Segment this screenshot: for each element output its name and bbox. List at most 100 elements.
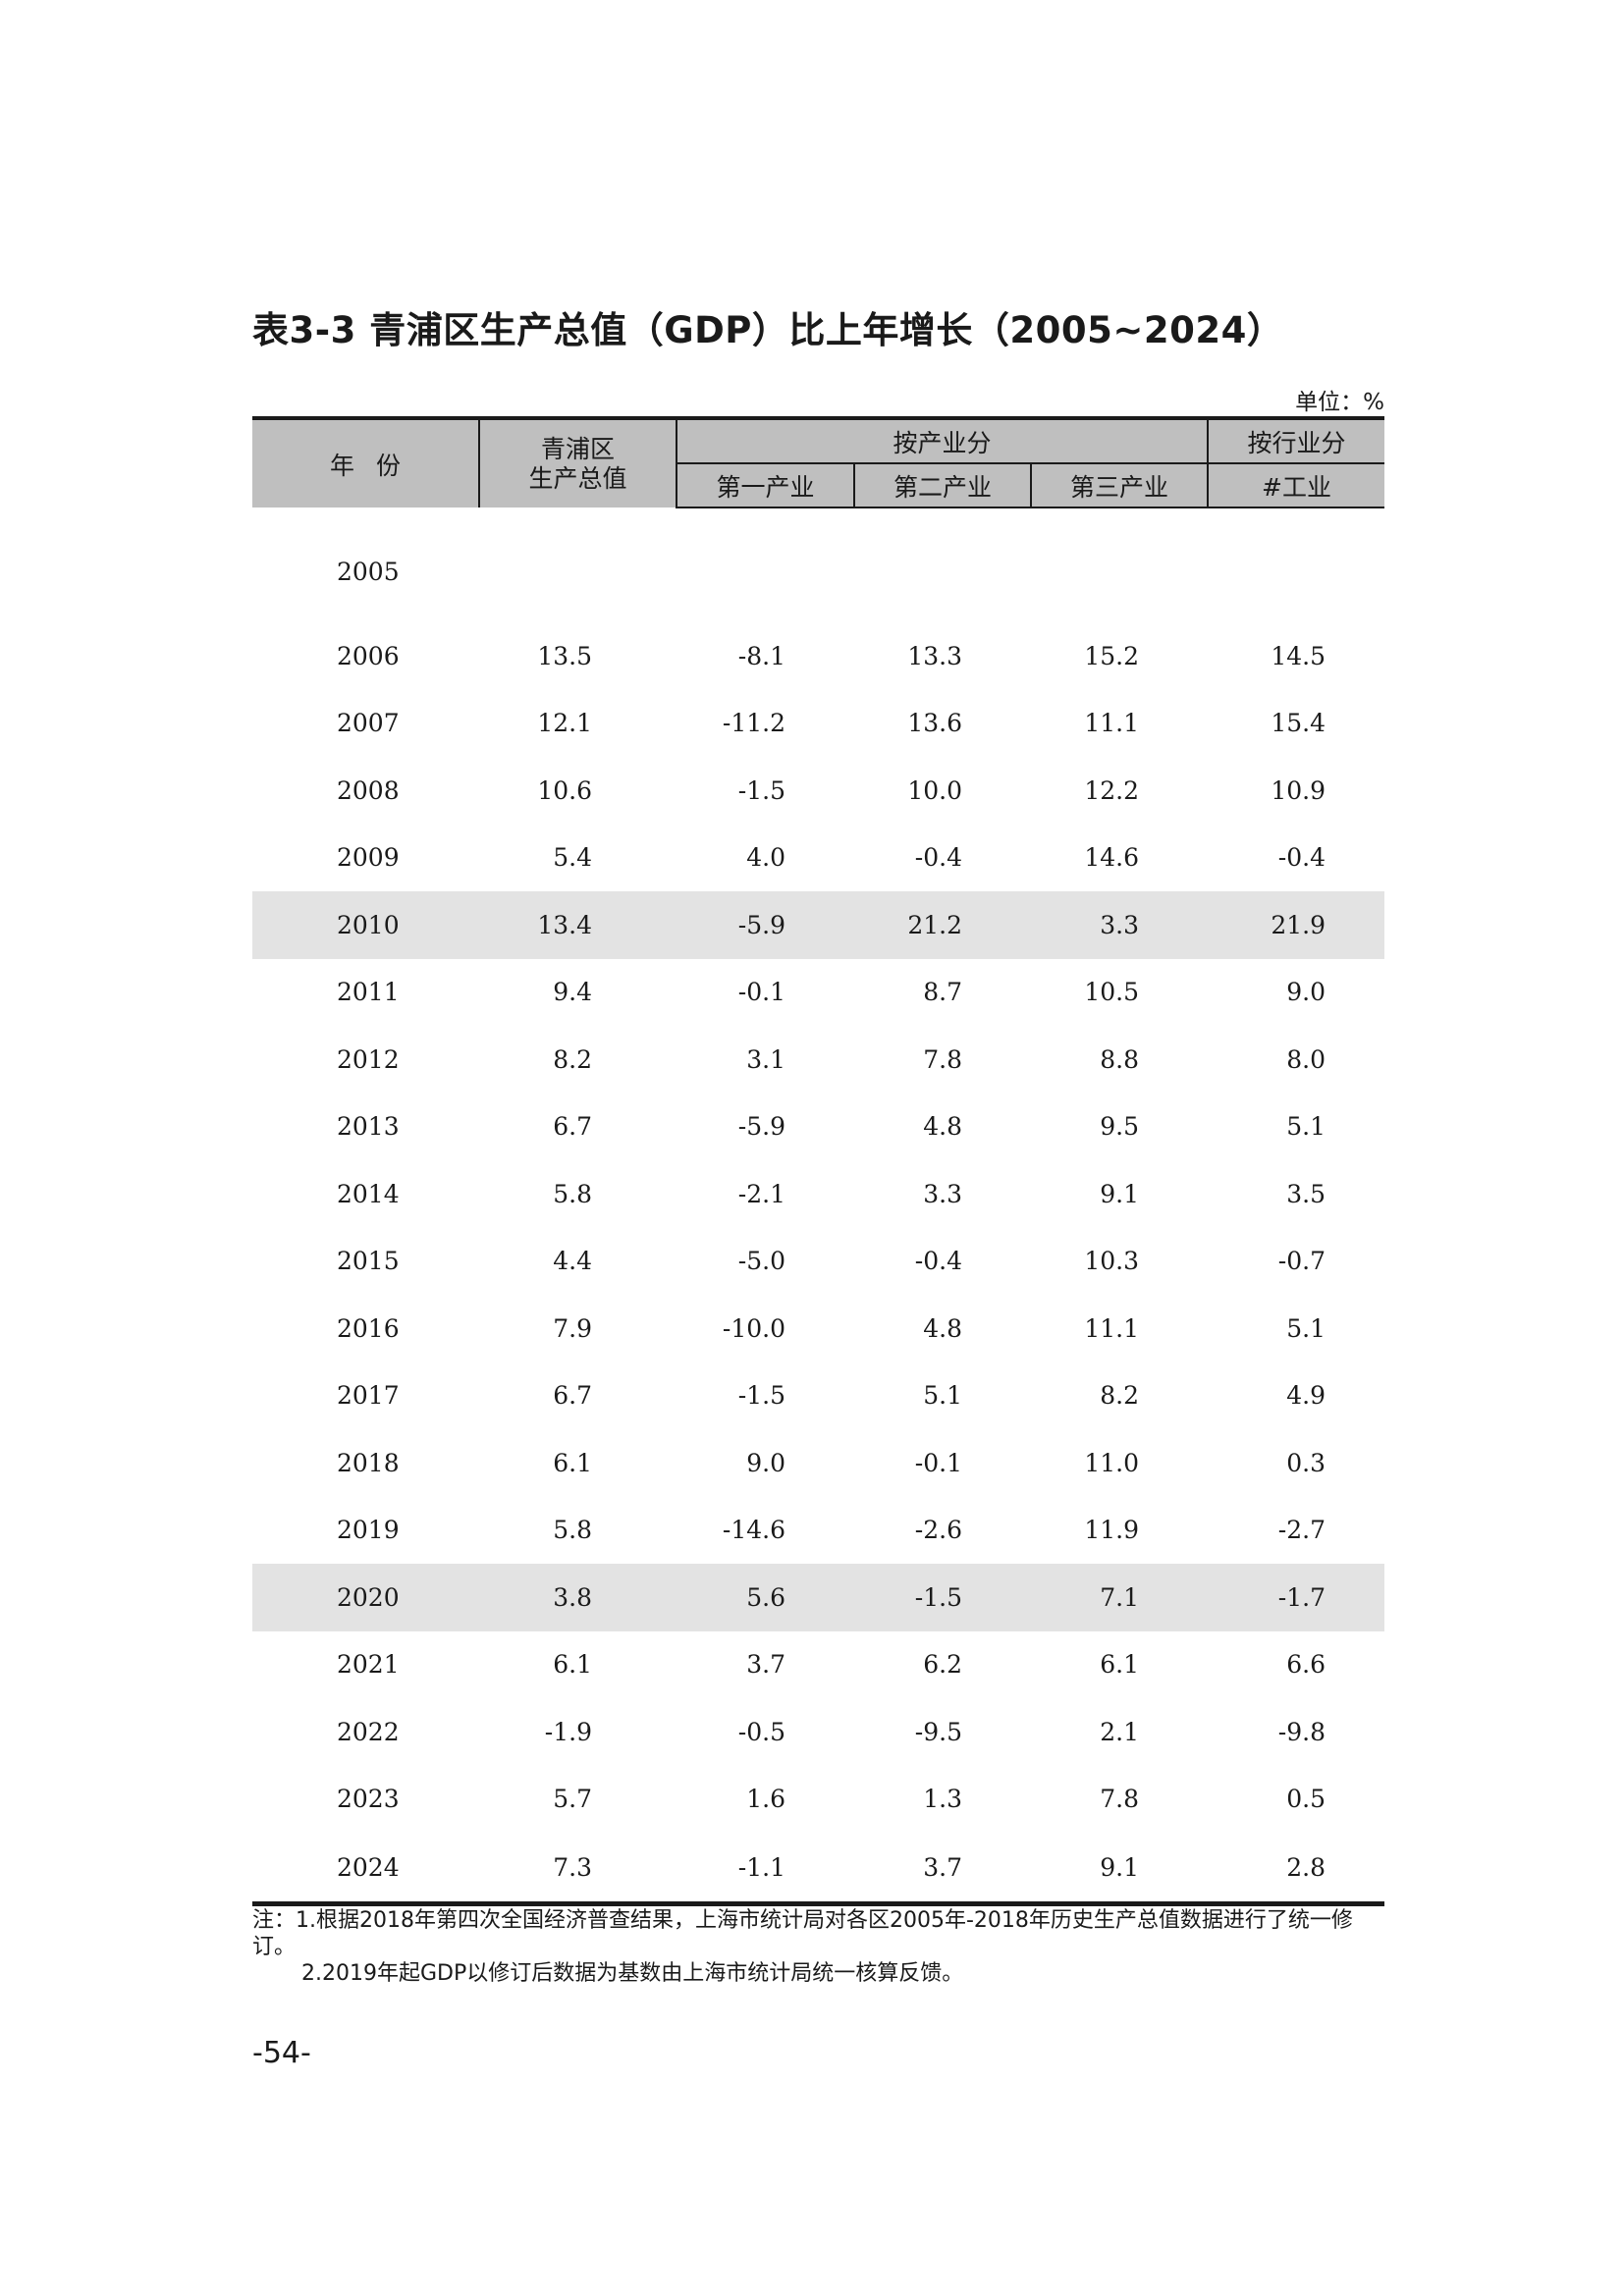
cell-secondary: 13.6 bbox=[907, 709, 962, 738]
cell-year: 2014 bbox=[337, 1179, 400, 1208]
unit-label: 单位：% bbox=[1295, 390, 1384, 415]
cell-gdp: 9.4 bbox=[553, 978, 592, 1007]
cell-gdp: 4.4 bbox=[553, 1247, 592, 1276]
cell-secondary: 5.1 bbox=[923, 1381, 962, 1411]
cell-secondary: 21.2 bbox=[854, 891, 1031, 959]
header-primary: 第一产业 bbox=[676, 463, 854, 508]
cell-industry: 3.5 bbox=[1286, 1179, 1326, 1208]
table-row: 2015 4.4 -5.0 -0.4 10.3 -0.7 bbox=[252, 1228, 1384, 1296]
cell-secondary: 3.7 bbox=[854, 1833, 1031, 1906]
cell-industry: -0.4 bbox=[1277, 843, 1326, 873]
header-by-industry: 按产业分 bbox=[675, 416, 1209, 464]
cell-tertiary: 7.1 bbox=[1031, 1564, 1209, 1631]
cell-gdp: 6.7 bbox=[553, 1112, 592, 1142]
cell-primary: -0.5 bbox=[737, 1717, 785, 1746]
cell-year: 2012 bbox=[337, 1044, 400, 1074]
cell-primary: 1.6 bbox=[746, 1785, 785, 1814]
header-secondary: 第二产业 bbox=[853, 463, 1031, 508]
cell-primary: -1.5 bbox=[737, 775, 785, 805]
cell-industry: 15.4 bbox=[1271, 709, 1326, 738]
cell-primary: -2.1 bbox=[737, 1179, 785, 1208]
cell-tertiary: 11.9 bbox=[1084, 1516, 1140, 1545]
table-row: 2008 10.6 -1.5 10.0 12.2 10.9 bbox=[252, 757, 1384, 825]
cell-primary: 3.7 bbox=[746, 1650, 785, 1680]
cell-secondary: -2.6 bbox=[914, 1516, 962, 1545]
cell-secondary: 6.2 bbox=[923, 1650, 962, 1680]
cell-tertiary: 15.2 bbox=[1084, 641, 1140, 670]
cell-industry: 10.9 bbox=[1271, 775, 1326, 805]
cell-tertiary: 8.8 bbox=[1100, 1044, 1140, 1074]
cell-primary: -5.9 bbox=[737, 1112, 785, 1142]
cell-industry: 5.1 bbox=[1286, 1313, 1326, 1343]
cell-primary: 4.0 bbox=[746, 843, 785, 873]
table-row: 2012 8.2 3.1 7.8 8.8 8.0 bbox=[252, 1026, 1384, 1094]
cell-gdp: 6.1 bbox=[553, 1650, 592, 1680]
cell-gdp: 5.7 bbox=[553, 1785, 592, 1814]
cell-secondary: 13.3 bbox=[907, 641, 962, 670]
cell-gdp: 3.8 bbox=[479, 1564, 677, 1631]
cell-industry: 2.8 bbox=[1208, 1833, 1385, 1906]
header-tertiary: 第三产业 bbox=[1029, 463, 1209, 508]
table-row: 2011 9.4 -0.1 8.7 10.5 9.0 bbox=[252, 959, 1384, 1027]
cell-gdp: 12.1 bbox=[537, 709, 592, 738]
cell-industry: 9.0 bbox=[1286, 978, 1326, 1007]
table-row: 2016 7.9 -10.0 4.8 11.1 5.1 bbox=[252, 1295, 1384, 1362]
cell-secondary: 4.8 bbox=[923, 1313, 962, 1343]
cell-primary: 9.0 bbox=[746, 1448, 785, 1477]
cell-year: 2018 bbox=[337, 1448, 400, 1477]
header-gdp: 青浦区 生产总值 bbox=[478, 416, 677, 507]
cell-primary: -1.1 bbox=[677, 1833, 854, 1906]
cell-tertiary: 3.3 bbox=[1031, 891, 1209, 959]
cell-tertiary: 11.1 bbox=[1084, 1313, 1140, 1343]
cell-year: 2011 bbox=[337, 978, 400, 1007]
cell-gdp: 8.2 bbox=[553, 1044, 592, 1074]
cell-secondary: 4.8 bbox=[923, 1112, 962, 1142]
table-row: 2005 bbox=[252, 507, 1384, 622]
cell-primary: -11.2 bbox=[722, 709, 785, 738]
cell-gdp: 5.8 bbox=[553, 1179, 592, 1208]
cell-year: 2016 bbox=[337, 1313, 400, 1343]
cell-tertiary: 11.1 bbox=[1084, 709, 1140, 738]
footnotes: 注：1.根据2018年第四次全国经济普查结果，上海市统计局对各区2005年-20… bbox=[252, 1907, 1391, 1987]
cell-tertiary: 14.6 bbox=[1084, 843, 1140, 873]
cell-secondary: 10.0 bbox=[907, 775, 962, 805]
cell-primary: -8.1 bbox=[737, 641, 785, 670]
cell-primary: -5.9 bbox=[677, 891, 854, 959]
cell-year: 2015 bbox=[337, 1247, 400, 1276]
cell-primary: -0.1 bbox=[737, 978, 785, 1007]
header-year: 年份 bbox=[252, 416, 479, 507]
table-row: 2021 6.1 3.7 6.2 6.1 6.6 bbox=[252, 1631, 1384, 1699]
cell-industry: 0.5 bbox=[1286, 1785, 1326, 1814]
cell-gdp bbox=[479, 507, 677, 622]
cell-gdp: -1.9 bbox=[544, 1717, 592, 1746]
cell-year: 2022 bbox=[337, 1717, 400, 1746]
cell-tertiary: 7.8 bbox=[1100, 1785, 1140, 1814]
cell-industry: 8.0 bbox=[1286, 1044, 1326, 1074]
cell-secondary: -1.5 bbox=[854, 1564, 1031, 1631]
cell-tertiary: 10.3 bbox=[1084, 1247, 1140, 1276]
header-industry: #工业 bbox=[1207, 463, 1385, 508]
cell-gdp: 6.1 bbox=[553, 1448, 592, 1477]
table-row: 2007 12.1 -11.2 13.6 11.1 15.4 bbox=[252, 690, 1384, 758]
header-row-2: 第一产业 第二产业 第三产业 #工业 bbox=[252, 463, 1385, 508]
cell-year: 2017 bbox=[337, 1381, 400, 1411]
cell-secondary: 7.8 bbox=[923, 1044, 962, 1074]
cell-gdp: 13.4 bbox=[479, 891, 677, 959]
cell-secondary: -0.4 bbox=[914, 843, 962, 873]
gdp-growth-table: 年份 青浦区 生产总值 按产业分 按行业分 第一产业 第二产业 第三产业 #工业… bbox=[252, 416, 1385, 1906]
cell-tertiary: 6.1 bbox=[1100, 1650, 1140, 1680]
header-gdp-line1: 青浦区 bbox=[540, 434, 615, 463]
table-row: 2014 5.8 -2.1 3.3 9.1 3.5 bbox=[252, 1160, 1384, 1228]
cell-tertiary: 9.1 bbox=[1100, 1179, 1140, 1208]
cell-year: 2023 bbox=[337, 1785, 400, 1814]
cell-primary: 3.1 bbox=[746, 1044, 785, 1074]
table-row: 2018 6.1 9.0 -0.1 11.0 0.3 bbox=[252, 1429, 1384, 1497]
table-body: 2005 2006 13.5 -8.1 13.3 15.2 14.5 2007 12.1 -11.… bbox=[252, 507, 1385, 1906]
cell-primary: -14.6 bbox=[722, 1516, 785, 1545]
cell-year: 2013 bbox=[337, 1112, 400, 1142]
cell-year: 2008 bbox=[337, 775, 400, 805]
cell-secondary: 3.3 bbox=[923, 1179, 962, 1208]
table-row: 2013 6.7 -5.9 4.8 9.5 5.1 bbox=[252, 1094, 1384, 1161]
cell-industry: -0.7 bbox=[1277, 1247, 1326, 1276]
cell-industry: -1.7 bbox=[1208, 1564, 1385, 1631]
